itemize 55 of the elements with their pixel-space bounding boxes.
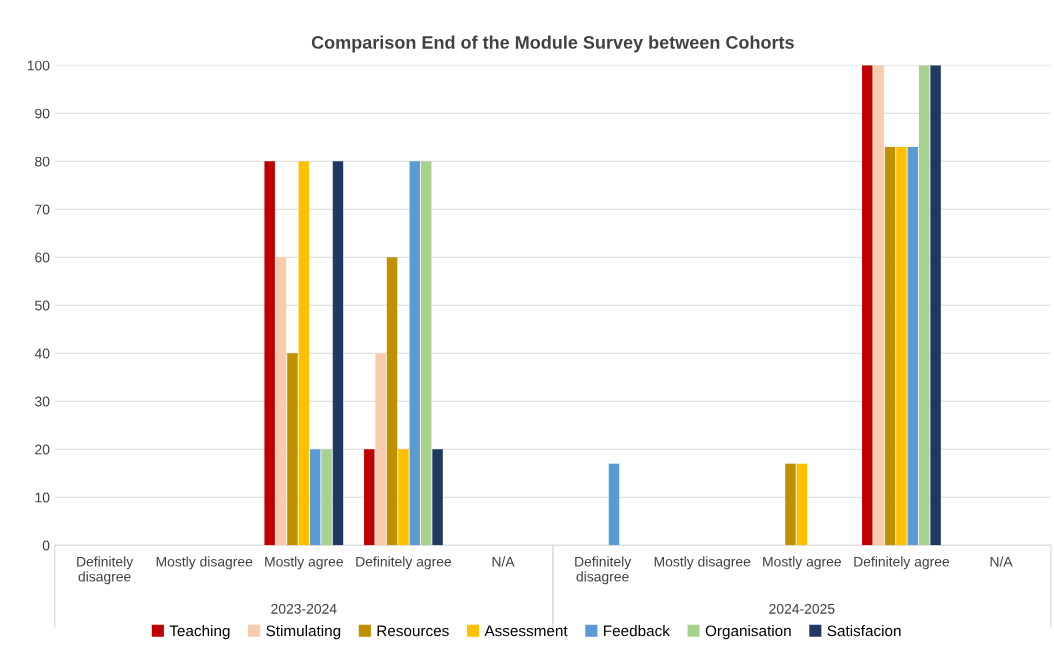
- bar: [398, 449, 409, 546]
- bar: [785, 463, 796, 546]
- bar: [432, 449, 443, 546]
- x-tick-label: Definitely agree: [854, 556, 950, 570]
- y-tick-label: 100: [27, 60, 50, 71]
- bar: [884, 146, 896, 546]
- x-tick-label: Mostly disagree: [654, 556, 751, 570]
- text: 2024-2025: [769, 603, 835, 614]
- x-tick-label: Definitely disagree: [77, 556, 134, 585]
- legend-label: Resources: [377, 625, 449, 637]
- bar: [608, 463, 620, 546]
- y-tick-label: 60: [35, 252, 50, 263]
- bar: [364, 449, 375, 546]
- bar: [896, 146, 907, 546]
- x-tick-label: Mostly disagree: [156, 556, 253, 570]
- x-tick-label: Mostly agree: [763, 556, 841, 570]
- bar: [309, 449, 321, 546]
- legend-label: Feedback: [604, 625, 670, 637]
- bar: [420, 161, 432, 546]
- bar: [321, 449, 332, 546]
- bar: [332, 161, 344, 546]
- bar: [409, 161, 421, 546]
- bar: [287, 353, 298, 546]
- bar: [873, 65, 884, 546]
- text: 2023-2024: [271, 603, 337, 614]
- x-tick-label: N/A: [990, 556, 1013, 567]
- y-tick-label: 10: [35, 492, 50, 503]
- legend-label: Organisation: [705, 625, 791, 640]
- legend-label: Stimulating: [266, 625, 341, 640]
- y-tick-label: 90: [35, 108, 50, 119]
- bar: [264, 161, 275, 546]
- y-tick-label: 80: [35, 156, 50, 167]
- bar: [918, 65, 930, 546]
- legend-label: Satisfacion: [827, 625, 901, 637]
- bar: [796, 463, 808, 546]
- legend-label: Assessment: [484, 625, 568, 637]
- legend-label: Teaching: [169, 625, 230, 640]
- x-tick-label: Definitely agree: [356, 556, 452, 570]
- y-tick-label: 30: [35, 396, 50, 407]
- bar: [930, 65, 941, 546]
- bar: [275, 257, 287, 546]
- bar: [907, 146, 919, 546]
- bar: [375, 353, 386, 546]
- y-tick-label: 40: [34, 348, 50, 359]
- x-tick-label: N/A: [492, 556, 515, 567]
- bar: [386, 257, 398, 546]
- x-tick-label: Definitely disagree: [575, 556, 632, 585]
- y-tick-label: 70: [35, 204, 50, 215]
- y-tick-label: 50: [35, 300, 50, 311]
- y-tick-label: 20: [35, 444, 50, 455]
- bar: [298, 161, 310, 546]
- bar: [862, 65, 873, 546]
- x-tick-label: Mostly agree: [265, 556, 343, 570]
- chart-title: Comparison End of the Module Survey between Cohorts: [311, 35, 794, 53]
- y-tick-label: 0: [42, 540, 50, 551]
